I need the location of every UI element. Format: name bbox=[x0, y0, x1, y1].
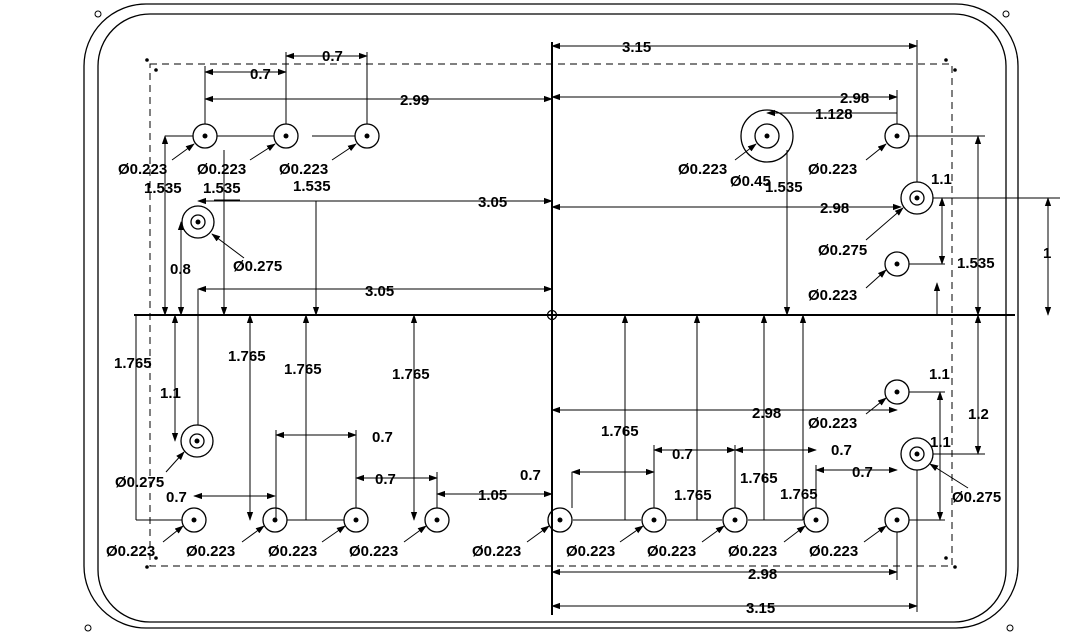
dim-2-98-low: 2.98 bbox=[752, 405, 781, 422]
dim-2-98-bottom: 2.98 bbox=[748, 566, 777, 583]
dia-bot-5: Ø0.223 bbox=[472, 543, 521, 560]
dia-0275-left: Ø0.275 bbox=[233, 258, 282, 275]
dia-bot-3: Ø0.223 bbox=[268, 543, 317, 560]
dia-br-0223: Ø0.223 bbox=[808, 415, 857, 432]
dim-0-7-a: 0.7 bbox=[250, 66, 271, 83]
dim-2-99: 2.99 bbox=[400, 92, 429, 109]
dim-1-765-e: 1.765 bbox=[601, 423, 639, 440]
dim-1-765-f: 1.765 bbox=[740, 470, 778, 487]
plate-outline-outer bbox=[83, 3, 1019, 629]
dim-1-1-br-b: 1.1 bbox=[930, 434, 951, 451]
dim-0-7-n: 0.7 bbox=[831, 442, 852, 459]
hole-0275-bl bbox=[180, 424, 214, 458]
corner-marks bbox=[84, 10, 1014, 632]
dia-0275-bl: Ø0.275 bbox=[115, 474, 164, 491]
dim-1-765-b: 1.765 bbox=[228, 348, 266, 365]
dim-3-15-top: 3.15 bbox=[622, 39, 651, 56]
dim-3-05-a: 3.05 bbox=[478, 194, 507, 211]
dia-tr-small: Ø0.223 bbox=[808, 161, 857, 178]
dim-1-1-left: 1.1 bbox=[160, 385, 181, 402]
dia-bot-6: Ø0.223 bbox=[566, 543, 615, 560]
dia-0275-right: Ø0.275 bbox=[818, 242, 867, 259]
hole-bot-5 bbox=[547, 507, 573, 533]
dia-bot-8: Ø0.223 bbox=[728, 543, 777, 560]
dim-1-535-a: 1.535 bbox=[144, 180, 182, 197]
dia-bot-1: Ø0.223 bbox=[106, 543, 155, 560]
dim-1-535-r-top: 1.535 bbox=[765, 179, 803, 196]
dia-045: Ø0.45 bbox=[730, 173, 771, 190]
dim-2-98-mid: 2.98 bbox=[820, 200, 849, 217]
dim-1-535-b: 1.535 bbox=[203, 180, 241, 197]
dim-3-05-b: 3.05 bbox=[365, 283, 394, 300]
dia-r-0223: Ø0.223 bbox=[808, 287, 857, 304]
dim-0-7-q: 0.7 bbox=[375, 471, 396, 488]
dia-bot-2: Ø0.223 bbox=[186, 543, 235, 560]
dim-2-98-top: 2.98 bbox=[840, 90, 869, 107]
dia-tl-2: Ø0.223 bbox=[197, 161, 246, 178]
dim-3-15-bottom: 3.15 bbox=[746, 600, 775, 617]
origin-marker bbox=[546, 309, 558, 321]
dim-1-765-c: 1.765 bbox=[284, 361, 322, 378]
dim-right-edge: 1 bbox=[1043, 245, 1051, 262]
dim-1-128: 1.128 bbox=[815, 106, 853, 123]
dim-1-765-g: 1.765 bbox=[674, 487, 712, 504]
dim-1-05: 1.05 bbox=[478, 487, 507, 504]
dia-tl-1: Ø0.223 bbox=[118, 161, 167, 178]
dim-1-1-br-a: 1.1 bbox=[929, 366, 950, 383]
dia-bot-9: Ø0.223 bbox=[809, 543, 858, 560]
dim-1-2: 1.2 bbox=[968, 406, 989, 423]
dim-0-7-m: 0.7 bbox=[672, 446, 693, 463]
dia-tl-3: Ø0.223 bbox=[279, 161, 328, 178]
dia-bot-7: Ø0.223 bbox=[647, 543, 696, 560]
dim-0-7-bl: 0.7 bbox=[372, 429, 393, 446]
dim-1-535-c: 1.535 bbox=[293, 178, 331, 195]
dim-0-8: 0.8 bbox=[170, 261, 191, 278]
dim-0-7-b: 0.7 bbox=[322, 48, 343, 65]
dia-bot-4: Ø0.223 bbox=[349, 543, 398, 560]
dim-1-765-h: 1.765 bbox=[780, 486, 818, 503]
dia-0275-br: Ø0.275 bbox=[952, 489, 1001, 506]
dim-0-7-r: 0.7 bbox=[852, 464, 873, 481]
dia-045-small: Ø0.223 bbox=[678, 161, 727, 178]
dim-0-7-p: 0.7 bbox=[520, 467, 541, 484]
dim-1-765-d: 1.765 bbox=[392, 366, 430, 383]
dim-1-765-left: 1.765 bbox=[114, 355, 152, 372]
plate-outline-inner bbox=[97, 13, 1007, 623]
dimension-labels: 0.7 0.7 2.99 3.15 2.98 1.128 Ø0.223 Ø0.2… bbox=[106, 39, 1051, 617]
dimension-lines bbox=[135, 40, 1060, 612]
dim-0-7-bl2: 0.7 bbox=[166, 489, 187, 506]
dim-1-535-right: 1.535 bbox=[957, 255, 995, 272]
dim-1-1-tr: 1.1 bbox=[931, 171, 952, 188]
